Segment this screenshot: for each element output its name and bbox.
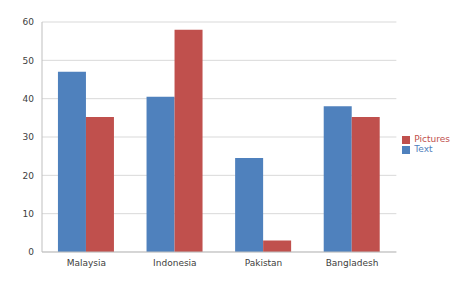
svg-text:0: 0	[28, 247, 34, 257]
svg-text:60: 60	[23, 17, 35, 27]
svg-text:20: 20	[23, 171, 35, 181]
svg-text:40: 40	[23, 94, 35, 104]
html-text:Pictures: Pictures	[414, 134, 450, 144]
svg-text:Bangladesh: Bangladesh	[326, 258, 379, 268]
svg-text:10: 10	[23, 209, 35, 219]
svg-text:Indonesia: Indonesia	[153, 258, 197, 268]
svg-text:Pakistan: Pakistan	[245, 258, 283, 268]
html-text:Text: Text	[414, 144, 433, 154]
svg-text:Malaysia: Malaysia	[67, 258, 106, 268]
svg-text:30: 30	[23, 132, 35, 142]
svg-text:50: 50	[23, 56, 35, 66]
